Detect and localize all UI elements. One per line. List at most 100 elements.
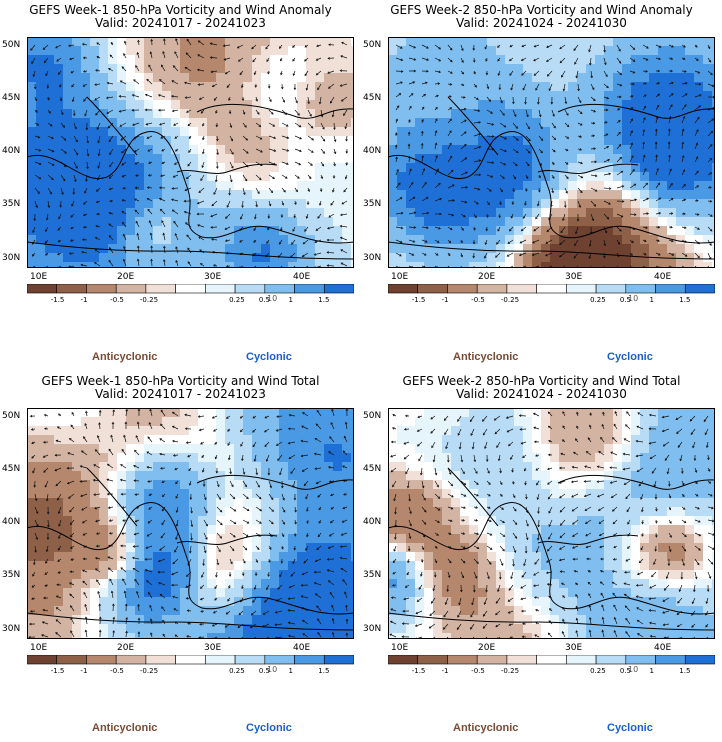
lat-label: 50N [363,40,382,50]
colorbar-tick-label: -1.5 [411,296,426,304]
lat-label: 35N [363,199,382,209]
lat-label: 35N [2,570,21,580]
lat-label: 35N [2,199,21,209]
colorbar-swatch [294,284,325,294]
colorbar-swatch [625,655,656,665]
colorbar-swatch [417,655,448,665]
panel-title: GEFS Week-1 850-hPa Vorticity and Wind A… [29,3,332,17]
lon-label: 10E [391,643,409,653]
colorbar-swatch [86,655,117,665]
lon-label: 30E [204,643,222,653]
wind-vectors [394,44,715,268]
colorbar-swatch [205,655,236,665]
colorbar-swatch [56,284,87,294]
colorbar-swatch [234,284,266,294]
colorbar-swatch [234,655,266,665]
lon-label: 30E [565,643,583,653]
colorbar-swatch [536,284,567,294]
colorbar-swatch [388,655,419,665]
lon-label: 40E [293,272,311,282]
panel-valid-dates: Valid: 20241017 - 20241023 [95,387,266,401]
colorbar-tick-label: -1 [80,667,88,675]
lon-label: 10E [30,643,48,653]
colorbar-swatch [506,655,537,665]
lat-label: 30N [363,253,382,263]
coastline [27,467,354,631]
colorbar [27,655,354,665]
lon-label: 20E [117,643,135,653]
colorbar-tick-label: -1 [441,296,449,304]
map-panel-week1-anomaly: GEFS Week-1 850-hPa Vorticity and Wind A… [0,0,361,371]
lat-label: 40N [363,146,382,156]
lat-label: 50N [2,411,21,421]
lat-label: 45N [363,464,382,474]
colorbar-tick-label: 1.5 [318,296,330,304]
vorticity-field-map [388,37,715,268]
colorbar-tick-label: 0.5 [619,667,631,675]
lat-label: 45N [2,464,21,474]
colorbar-swatch [145,284,176,294]
legend-anticyclonic: Anticyclonic [92,722,158,734]
colorbar-tick-label: 1 [649,667,654,675]
colorbar-tick-label: -0.25 [139,296,159,304]
colorbar-tick-label: -1.5 [411,667,426,675]
colorbar-tick-label: -1 [441,667,449,675]
colorbar-tick-label: 1.5 [679,296,691,304]
colorbar-tick-label: 0.5 [258,296,270,304]
colorbar-tick-label: -0.5 [110,667,124,675]
panel-title: GEFS Week-2 850-hPa Vorticity and Wind T… [402,374,681,388]
colorbar-tick-label: -0.5 [471,296,485,304]
colorbar-unit: 10 [628,294,639,303]
lat-label: 30N [2,253,21,263]
lat-label: 45N [363,93,382,103]
lon-label: 20E [478,272,496,282]
coastline [27,96,354,260]
colorbar-swatch [175,655,206,665]
lat-label: 30N [363,624,382,634]
colorbar-swatch [655,284,686,294]
lon-label: 20E [117,272,135,282]
colorbar-tick-label: 0.25 [229,296,245,304]
vorticity-field-map [27,37,354,268]
colorbar-tick-label: 0.25 [590,296,606,304]
wind-vectors [30,38,349,268]
colorbar-tick-label: -1.5 [50,667,65,675]
panel-valid-dates: Valid: 20241017 - 20241023 [95,16,266,30]
colorbar [27,284,354,294]
colorbar-swatch [27,284,58,294]
legend-anticyclonic: Anticyclonic [92,351,158,363]
colorbar-tick-label: -0.25 [500,296,520,304]
colorbar-swatch [205,284,236,294]
map-panel-week1-total: GEFS Week-1 850-hPa Vorticity and Wind T… [0,371,361,742]
colorbar-tick-label: 1 [288,296,293,304]
colorbar-tick-label: -0.25 [139,667,159,675]
colorbar-swatch [145,655,176,665]
colorbar-tick-label: 1.5 [679,667,691,675]
vorticity-field-map [388,408,715,639]
legend-cyclonic: Cyclonic [246,722,292,734]
colorbar-swatch [264,655,295,665]
lon-label: 40E [293,643,311,653]
colorbar-tick-label: -0.5 [110,296,124,304]
colorbar-swatch [476,655,508,665]
colorbar-swatch [684,284,715,294]
panel-title: GEFS Week-2 850-hPa Vorticity and Wind A… [390,3,693,17]
colorbar-swatch [388,284,419,294]
lat-label: 40N [363,517,382,527]
colorbar-swatch [27,655,58,665]
coastline [388,467,715,631]
colorbar-swatch [476,284,508,294]
colorbar-tick-label: -1.5 [50,296,65,304]
colorbar-unit: 10 [267,665,278,674]
colorbar-swatch [86,284,117,294]
colorbar-tick-label: 0.5 [619,296,631,304]
colorbar-swatch [447,655,478,665]
colorbar-tick-label: -1 [80,296,88,304]
colorbar-unit: 10 [267,294,278,303]
colorbar-tick-label: 0.25 [229,667,245,675]
colorbar [388,655,715,665]
colorbar-swatch [447,284,478,294]
colorbar-swatch [566,655,597,665]
panel-valid-dates: Valid: 20241024 - 20241030 [456,16,627,30]
colorbar [388,284,715,294]
